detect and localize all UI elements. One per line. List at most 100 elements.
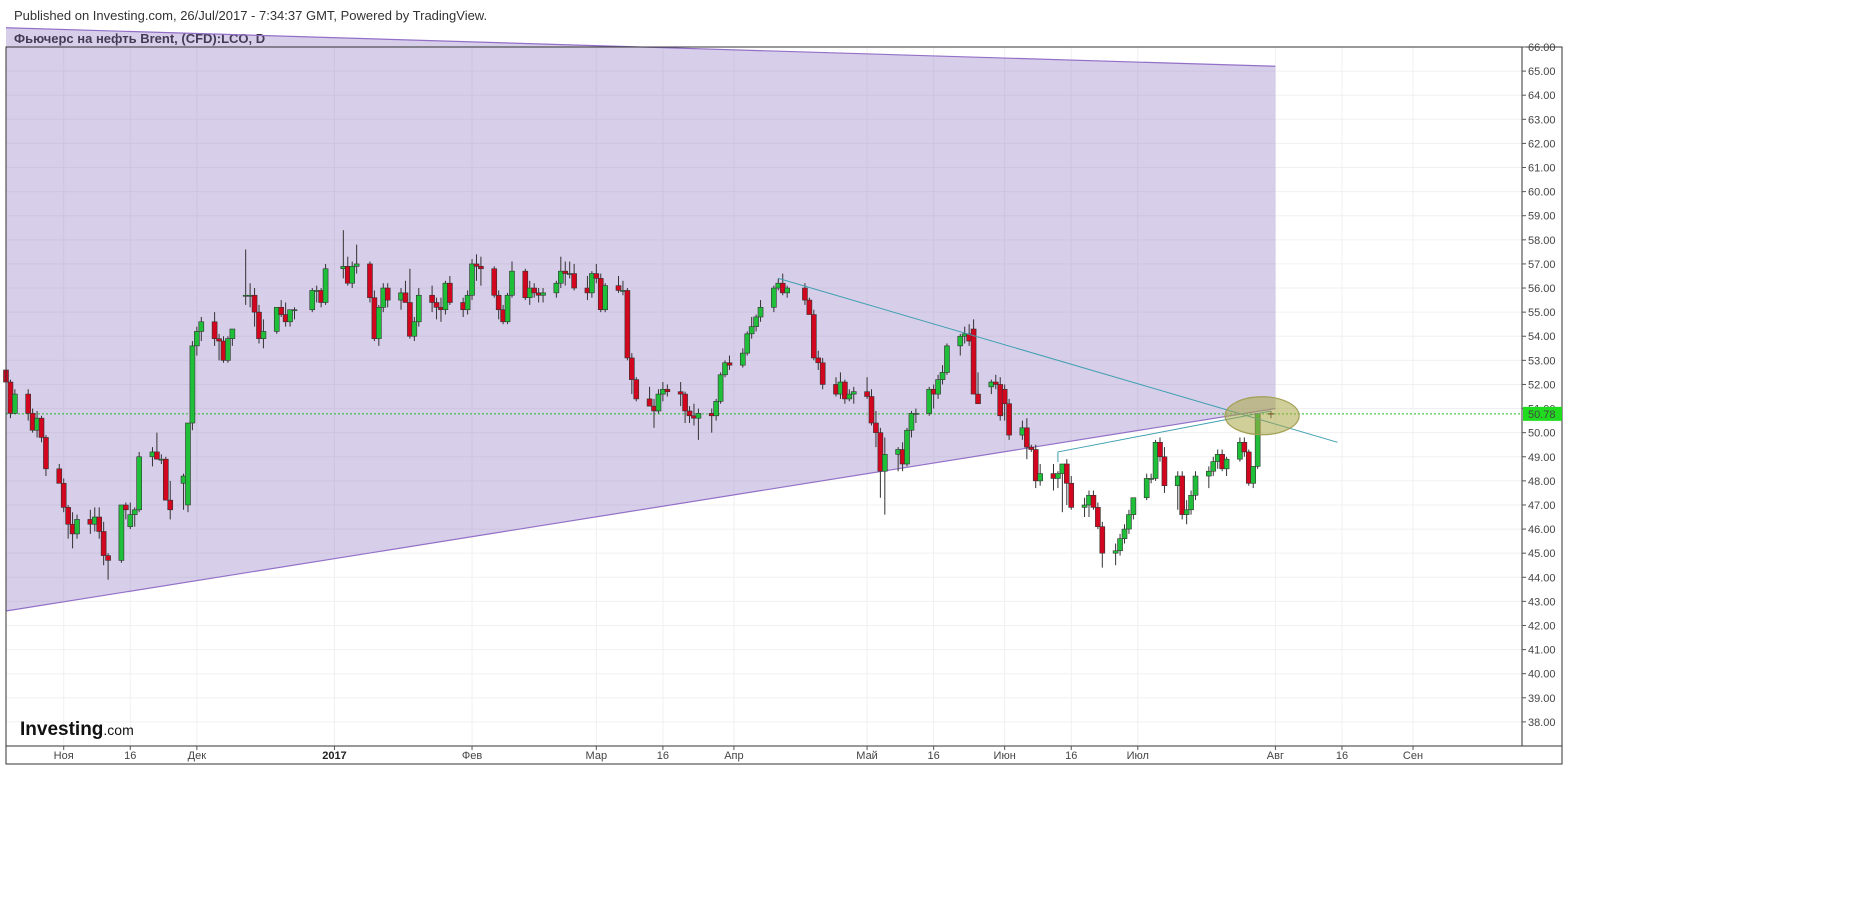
candle-body [819,362,826,385]
candle-down [629,353,635,395]
candle-body [402,292,409,303]
candle-up [655,389,662,414]
candle-up [695,408,702,440]
candle-body [1024,427,1030,448]
candle-body [25,393,31,414]
last-price-value: 50.78 [1528,409,1556,421]
candle-up [589,271,595,298]
candle-up [739,348,746,368]
candle-body [1210,461,1217,472]
candle-down [1032,444,1039,489]
candle-body [739,352,746,366]
candle-down [682,391,688,424]
candle-body [309,290,316,311]
candle-body [211,321,218,339]
candle-body [757,307,764,318]
candle-body [682,393,688,412]
candle-down [562,261,569,286]
price-tick-label: 60.00 [1528,187,1556,199]
candle-up [846,389,853,402]
candle-down [402,280,409,303]
candle-body [522,270,529,298]
candle-body [464,294,471,311]
candle-body [558,270,564,284]
candle-up [540,288,546,303]
candle-body [562,270,569,274]
time-tick-label: Сен [1403,750,1423,762]
candle-up [1210,456,1217,477]
candle-down [726,355,733,370]
candle-up [1183,500,1190,525]
candle-up [722,360,728,378]
candle-up [376,304,382,346]
candle-down [167,480,174,520]
candle-body [154,451,160,460]
candle-body [322,268,329,303]
candle-down [96,507,103,539]
candle-down [65,504,71,539]
candle-down [970,319,977,395]
candle-body [1112,550,1119,554]
candle-body [713,401,719,417]
candle-body [717,374,724,402]
candle-body [629,357,635,380]
time-tick-label: 16 [657,750,669,762]
price-tick-label: 62.00 [1528,138,1556,150]
price-tick-label: 47.00 [1528,500,1556,512]
chart-title: Фьючерс на нефть Brent, (CFD):LCO, D [14,31,265,46]
candle-body [771,287,777,308]
price-tick-label: 50.00 [1528,428,1556,440]
candle-down [633,377,640,402]
candle-up [602,283,608,313]
candle-up [784,285,790,298]
price-tick-label: 57.00 [1528,259,1556,271]
candle-body [1081,504,1088,508]
chart-frame [5,46,1563,765]
candle-up [713,398,719,421]
candle-body [1143,478,1150,499]
candle-up [757,300,764,322]
candle-body [877,432,884,472]
time-tick-label: 16 [928,750,940,762]
candle-up [273,307,280,334]
time-tick-label: Июл [1127,750,1149,762]
price-tick-label: 40.00 [1528,669,1556,681]
candle-body [1130,497,1137,515]
candle-body [540,292,546,296]
candle-down [1001,384,1008,421]
candle-down [43,435,49,477]
price-tick-label: 64.00 [1528,90,1556,102]
candle-down [1024,418,1030,460]
candle-body [136,456,142,511]
price-tick-label: 61.00 [1528,163,1556,175]
time-tick-label: Мар [586,750,608,762]
candle-down [251,288,258,327]
candle-body [944,345,950,373]
candle-body [509,270,515,296]
candle-body [726,362,733,366]
candle-body [447,282,453,303]
candle-up [1206,466,1212,489]
candle-body [992,381,999,385]
time-tick-label: 2017 [322,750,346,762]
candle-up [850,386,857,404]
price-axis[interactable]: 38.00 39.00 40.00 41.00 42.00 43.00 44.00 45.00… [1522,42,1556,729]
candle-down [60,478,67,513]
candle-up [717,372,724,404]
candle-body [198,321,205,332]
candle-body [100,531,107,556]
candle-up [194,326,200,356]
candle-up [1037,463,1043,486]
candle-up [349,261,356,289]
candle-body [56,468,63,484]
candle-body [491,268,498,296]
time-tick-label: 16 [124,750,136,762]
time-axis[interactable]: Ноя 16 Дек 2017 Фев Мар 16 Апр Май 16 Июн 16 Июл Авг 1… [54,746,1423,762]
candle-down [1090,490,1097,510]
candle-down [256,304,262,344]
price-tick-label: 41.00 [1528,645,1556,657]
candle-down [1161,447,1168,493]
candle-body [1250,466,1257,484]
candle-up [198,316,205,342]
